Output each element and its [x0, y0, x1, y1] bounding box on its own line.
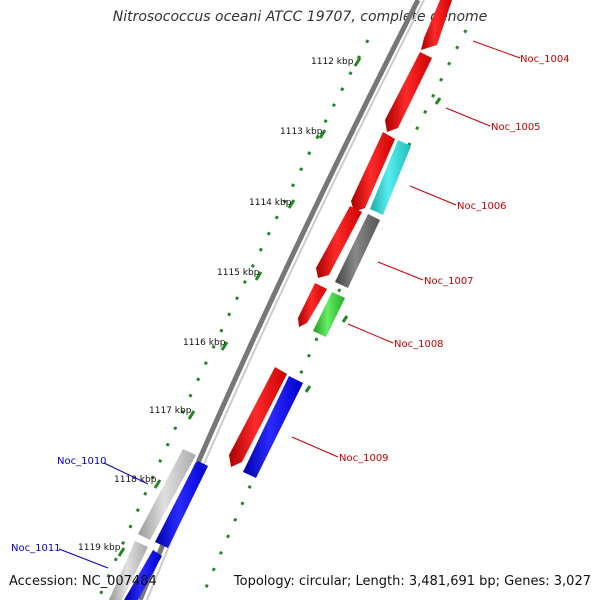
gene-arrow-noc-1007-forward[interactable] — [316, 206, 362, 278]
gene-label-noc-1007[interactable]: Noc_1007 — [424, 276, 474, 287]
tick-label-1114: 1114 kbp — [249, 198, 292, 208]
gene-block-noc-1010-gray[interactable] — [138, 449, 196, 540]
gene-label-noc-1009[interactable]: Noc_1009 — [339, 453, 389, 464]
gene-label-noc-1004[interactable]: Noc_1004 — [520, 54, 570, 65]
gene-label-noc-1011[interactable]: Noc_1011 — [11, 543, 61, 554]
gene-arrow-noc-1008-forward[interactable] — [298, 283, 327, 327]
tick-label-1117: 1117 kbp — [149, 406, 192, 416]
gene-label-noc-1008[interactable]: Noc_1008 — [394, 339, 444, 350]
gene-arrow-noc-1004[interactable] — [421, 0, 452, 50]
genome-backbone-highlight — [146, 0, 425, 600]
gene-block-noc-1011-gray[interactable] — [109, 541, 148, 600]
gene-block-noc-1007[interactable] — [335, 214, 380, 288]
gene-label-noc-1005[interactable]: Noc_1005 — [491, 122, 541, 133]
gene-arrow-noc-1005[interactable] — [385, 52, 432, 132]
tick-label-1113: 1113 kbp — [280, 127, 323, 137]
map-title: Nitrosococcus oceani ATCC 19707, complet… — [112, 9, 488, 25]
gene-arrow-noc-1009-forward[interactable] — [229, 367, 287, 467]
tick-label-1115: 1115 kbp — [217, 268, 260, 278]
gene-label-noc-1010[interactable]: Noc_1010 — [57, 456, 107, 467]
kbp-tick-marks — [117, 57, 362, 557]
gene-block-noc-1008[interactable] — [313, 292, 345, 337]
gene-arrow-noc-1011[interactable] — [124, 550, 162, 600]
gene-block-noc-1006[interactable] — [370, 140, 411, 215]
outer-ring-ticks — [304, 97, 442, 393]
tick-label-1119: 1119 kbp — [78, 543, 121, 553]
gene-arrow-noc-1009[interactable] — [243, 376, 303, 478]
tick-label-1118: 1118 kbp — [114, 475, 157, 485]
tick-label-1116: 1116 kbp — [183, 338, 226, 348]
accession-text: Accession: NC_007484 — [9, 574, 157, 589]
gene-arrow-noc-1010[interactable] — [155, 461, 208, 548]
label-leader-lines — [58, 40, 521, 569]
tick-label-1112: 1112 kbp — [311, 57, 354, 67]
gene-arrow-noc-1006-forward[interactable] — [351, 132, 395, 212]
gene-label-noc-1006[interactable]: Noc_1006 — [457, 201, 507, 212]
topology-text: Topology: circular; Length: 3,481,691 bp… — [233, 574, 591, 589]
